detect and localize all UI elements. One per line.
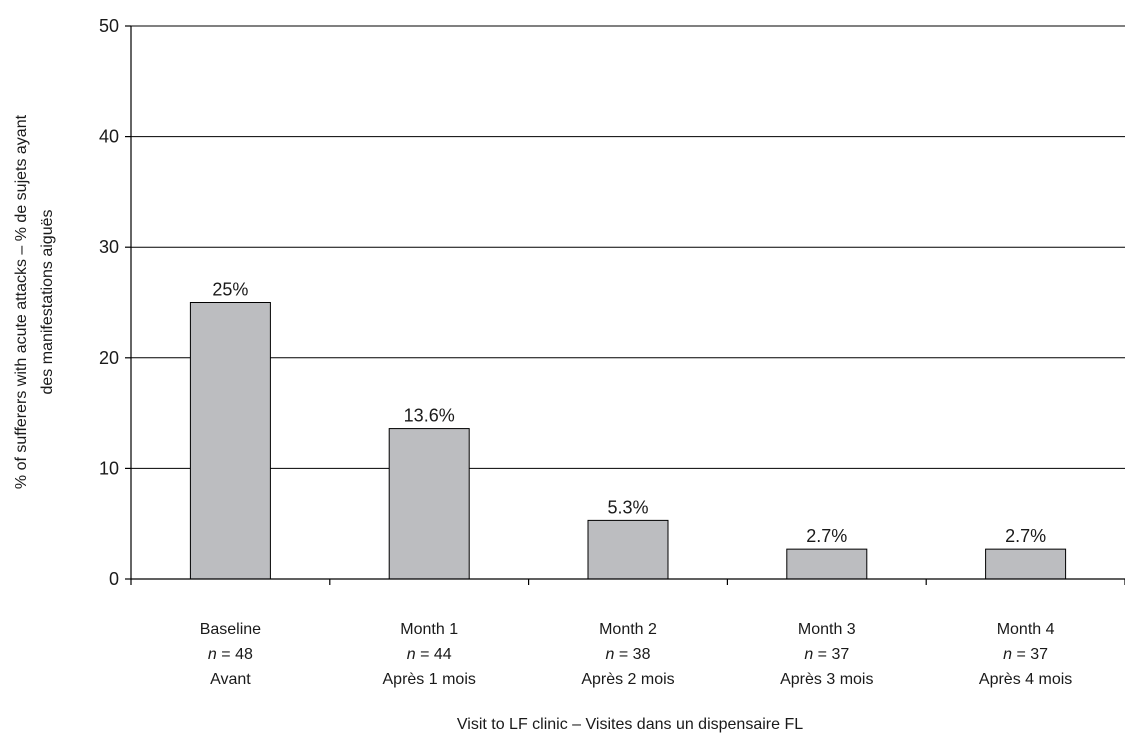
n-value: = 44 bbox=[416, 646, 452, 663]
n-value: = 37 bbox=[1012, 646, 1048, 663]
n-value: = 38 bbox=[614, 646, 650, 663]
y-axis-title-line-1: % of sufferers with acute attacks – % de… bbox=[13, 114, 30, 489]
category-label: Month 3 bbox=[798, 621, 856, 638]
n-letter: n bbox=[407, 646, 416, 663]
category-label: Month 4 bbox=[997, 621, 1055, 638]
category-sublabel: Avant bbox=[210, 671, 251, 688]
bars bbox=[189, 302, 1067, 580]
category-sublabel: Après 4 mois bbox=[979, 671, 1072, 688]
x-axis-title: Visit to LF clinic – Visites dans un dis… bbox=[457, 716, 803, 733]
category-sublabel: Après 1 mois bbox=[383, 671, 476, 688]
y-tick-label: 30 bbox=[99, 237, 119, 257]
bar bbox=[587, 519, 669, 580]
y-tick-label: 50 bbox=[99, 16, 119, 36]
category-n-label: n = 37 bbox=[1003, 646, 1048, 663]
n-letter: n bbox=[1003, 646, 1012, 663]
x-tick-marks bbox=[130, 579, 1125, 585]
gridlines bbox=[131, 25, 1125, 469]
category-sublabel: Après 3 mois bbox=[780, 671, 873, 688]
y-tick-labels: 0 10 20 30 40 50 bbox=[99, 16, 131, 589]
category-label: Month 1 bbox=[400, 621, 458, 638]
category-label: Month 2 bbox=[599, 621, 657, 638]
y-tick-label: 40 bbox=[99, 127, 119, 147]
bar bbox=[189, 302, 271, 580]
bar bbox=[985, 548, 1067, 580]
n-value: = 48 bbox=[217, 646, 253, 663]
category-n-label: n = 44 bbox=[407, 646, 452, 663]
n-letter: n bbox=[804, 646, 813, 663]
n-value: = 37 bbox=[813, 646, 849, 663]
bar bbox=[388, 428, 470, 580]
n-letter: n bbox=[606, 646, 615, 663]
data-label: 25% bbox=[212, 280, 248, 300]
category-label: Baseline bbox=[200, 621, 261, 638]
data-label: 2.7% bbox=[806, 526, 847, 546]
y-axis-title-line-2: des manifestations aiguës bbox=[39, 210, 56, 395]
y-tick-label: 10 bbox=[99, 458, 119, 478]
category-n-label: n = 38 bbox=[606, 646, 651, 663]
data-label: 2.7% bbox=[1005, 526, 1046, 546]
category-n-label: n = 48 bbox=[208, 646, 253, 663]
n-letter: n bbox=[208, 646, 217, 663]
bar bbox=[786, 548, 868, 580]
axes bbox=[130, 26, 1125, 580]
y-axis-title: % of sufferers with acute attacks – % de… bbox=[13, 114, 56, 489]
data-labels: 25% 13.6% 5.3% 2.7% 2.7% bbox=[212, 280, 1046, 547]
category-n-label: n = 37 bbox=[804, 646, 849, 663]
y-tick-label: 20 bbox=[99, 348, 119, 368]
category-labels: Baseline n = 48 Avant Month 1 n = 44 Après 1 … bbox=[200, 621, 1073, 688]
data-label: 13.6% bbox=[404, 406, 455, 426]
category-sublabel: Après 2 mois bbox=[581, 671, 674, 688]
y-tick-label: 0 bbox=[109, 569, 119, 589]
data-label: 5.3% bbox=[607, 497, 648, 517]
